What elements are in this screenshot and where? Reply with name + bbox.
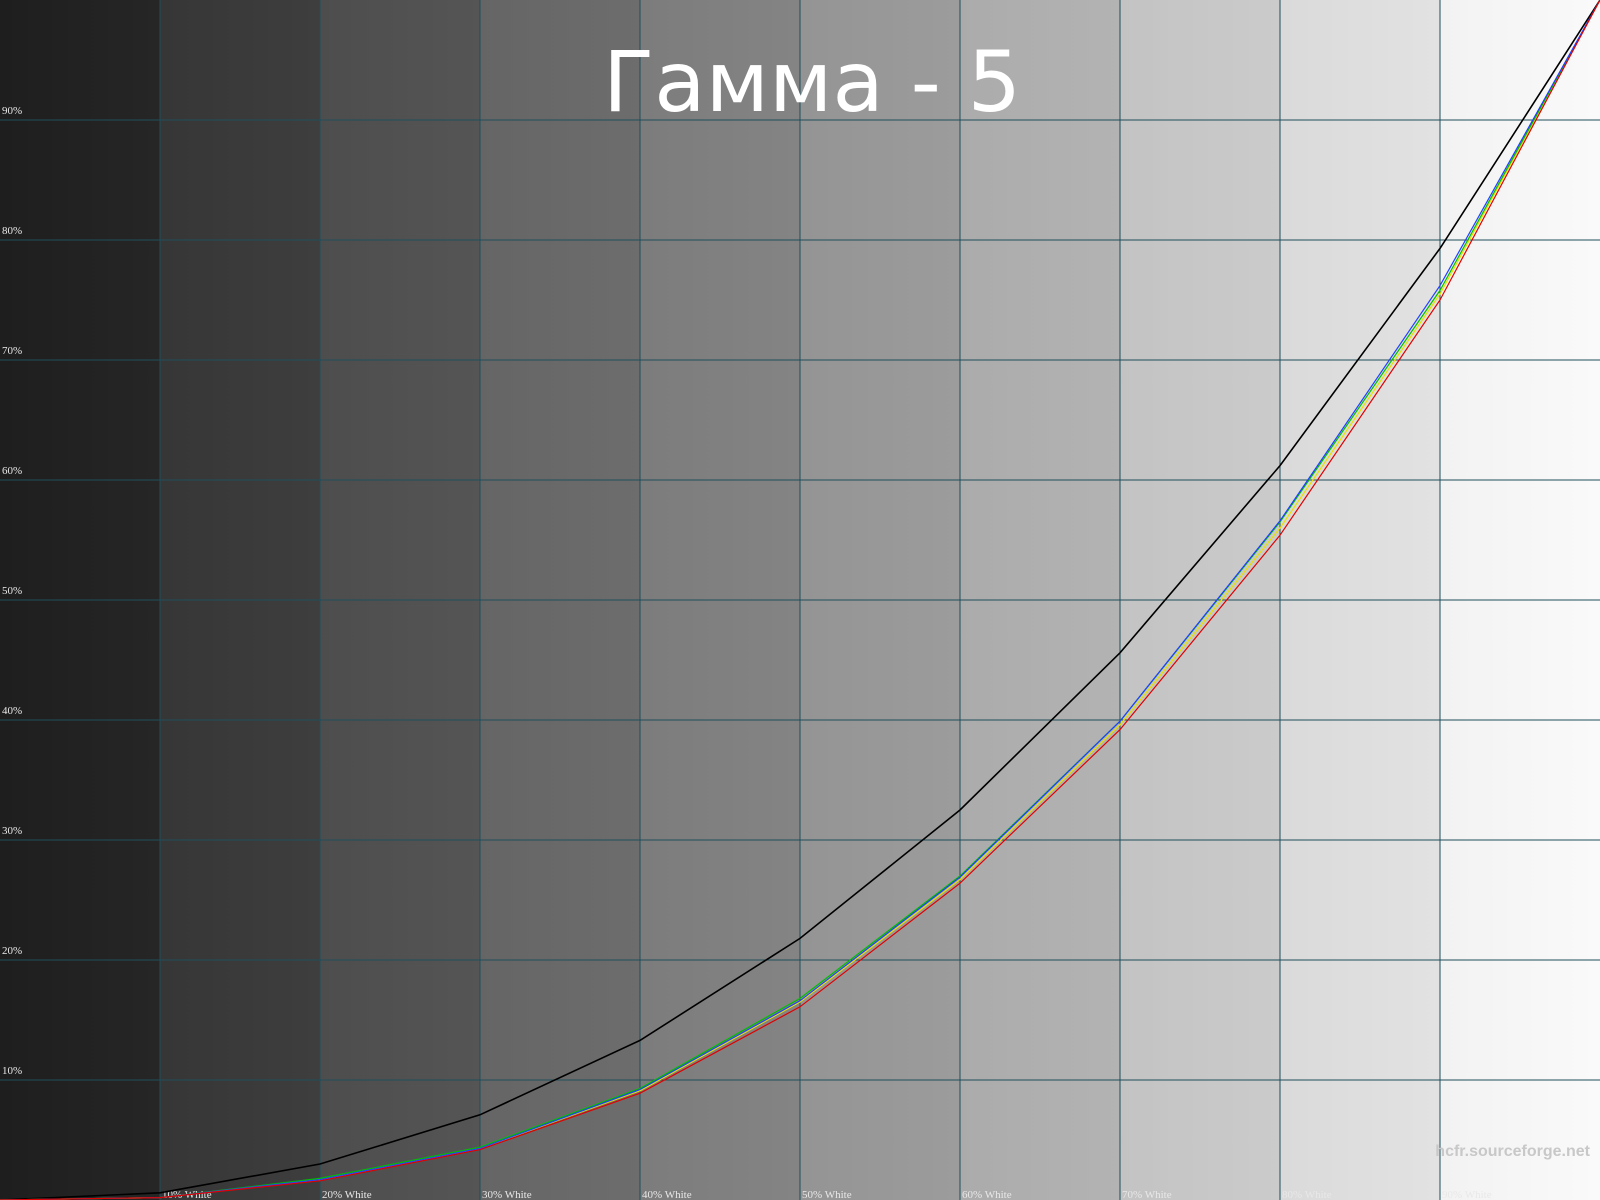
y-tick-label: 60% [2,465,22,477]
y-tick-label: 30% [2,825,22,837]
y-tick-label: 80% [2,225,22,237]
y-tick-label: 20% [2,945,22,957]
y-tick-label: 70% [2,345,22,357]
x-tick-label: 40% White [642,1189,692,1200]
x-tick-label: 90% White [1442,1189,1492,1200]
y-tick-label: 50% [2,585,22,597]
watermark: hcfr.sourceforge.net [1435,1143,1590,1160]
x-tick-label: 70% White [1122,1189,1172,1200]
x-tick-label: 50% White [802,1189,852,1200]
y-tick-label: 40% [2,705,22,717]
x-tick-label: 60% White [962,1189,1012,1200]
x-tick-label: 20% White [322,1189,372,1200]
y-tick-label: 90% [2,105,22,117]
chart-title: Гамма - 5 [603,33,1021,131]
y-tick-label: 10% [2,1065,22,1077]
x-tick-label: 30% White [482,1189,532,1200]
x-tick-label: 80% White [1282,1189,1332,1200]
